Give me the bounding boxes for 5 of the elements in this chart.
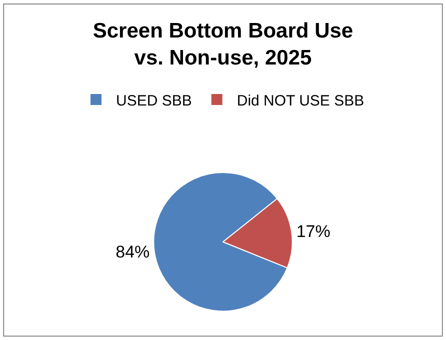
data-label: 17% (296, 222, 330, 242)
chart-title: Screen Bottom Board Use vs. Non-use, 2025 (92, 19, 354, 70)
legend-label: Did NOT USE SBB (236, 92, 364, 110)
data-label: 84% (116, 242, 150, 262)
legend-label: USED SBB (116, 92, 192, 110)
